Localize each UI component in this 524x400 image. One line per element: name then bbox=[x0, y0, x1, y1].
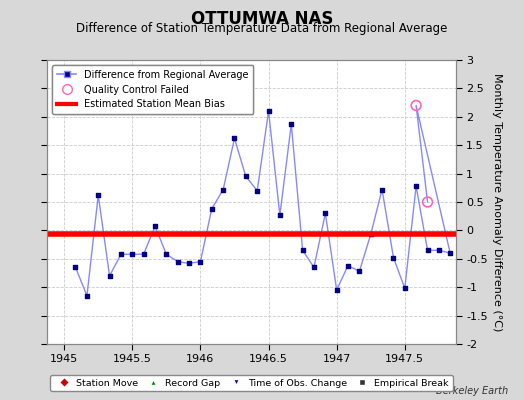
Point bbox=[344, 262, 352, 269]
Point bbox=[185, 260, 193, 266]
Legend: Difference from Regional Average, Quality Control Failed, Estimated Station Mean: Difference from Regional Average, Qualit… bbox=[52, 65, 254, 114]
Point bbox=[378, 186, 386, 193]
Point bbox=[412, 183, 420, 189]
Point bbox=[83, 292, 91, 299]
Y-axis label: Monthly Temperature Anomaly Difference (°C): Monthly Temperature Anomaly Difference (… bbox=[492, 73, 502, 331]
Point bbox=[128, 251, 136, 258]
Point bbox=[162, 251, 170, 258]
Point bbox=[105, 273, 114, 279]
Point bbox=[208, 206, 216, 212]
Point bbox=[332, 287, 341, 293]
Point bbox=[253, 188, 261, 194]
Point bbox=[446, 250, 454, 256]
Point bbox=[139, 251, 148, 258]
Point bbox=[117, 251, 125, 258]
Point bbox=[355, 268, 364, 274]
Point bbox=[321, 210, 330, 216]
Text: OTTUMWA NAS: OTTUMWA NAS bbox=[191, 10, 333, 28]
Text: Berkeley Earth: Berkeley Earth bbox=[436, 386, 508, 396]
Point bbox=[287, 121, 296, 127]
Text: Difference of Station Temperature Data from Regional Average: Difference of Station Temperature Data f… bbox=[77, 22, 447, 35]
Point bbox=[423, 199, 432, 205]
Point bbox=[389, 254, 398, 261]
Point bbox=[196, 258, 204, 265]
Point bbox=[310, 264, 318, 270]
Point bbox=[71, 264, 80, 270]
Point bbox=[412, 102, 420, 109]
Legend: Station Move, Record Gap, Time of Obs. Change, Empirical Break: Station Move, Record Gap, Time of Obs. C… bbox=[50, 375, 453, 391]
Point bbox=[173, 258, 182, 265]
Point bbox=[434, 247, 443, 254]
Point bbox=[276, 212, 284, 218]
Point bbox=[242, 173, 250, 180]
Point bbox=[219, 186, 227, 193]
Point bbox=[423, 247, 432, 254]
Point bbox=[230, 135, 238, 142]
Point bbox=[264, 108, 272, 114]
Point bbox=[151, 223, 159, 230]
Point bbox=[94, 192, 103, 198]
Point bbox=[400, 285, 409, 292]
Point bbox=[366, 231, 375, 238]
Point bbox=[298, 247, 307, 254]
